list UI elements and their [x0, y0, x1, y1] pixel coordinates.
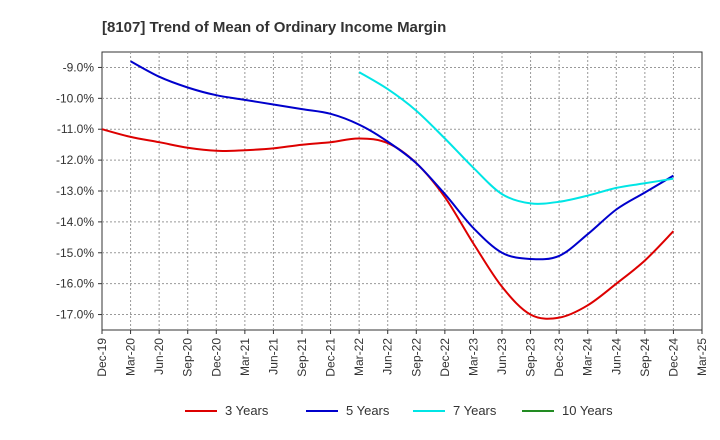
x-tick-label: Dec-24 [666, 338, 680, 377]
series-line-2 [358, 71, 674, 205]
y-tick-label: -16.0% [56, 277, 94, 291]
x-tick-label: Dec-20 [209, 338, 223, 377]
x-tick-label: Mar-21 [238, 338, 252, 376]
chart-title: [8107] Trend of Mean of Ordinary Income … [102, 19, 446, 36]
y-tick-label: -10.0% [56, 91, 94, 105]
x-tick-label: Sep-23 [524, 338, 538, 377]
x-tick-label: Sep-24 [638, 338, 652, 377]
legend-label-3: 10 Years [562, 403, 613, 418]
series-lines [101, 60, 675, 320]
y-tick-label: -17.0% [56, 308, 94, 322]
x-tick-label: Jun-23 [495, 338, 509, 375]
x-tick-label: Jun-20 [152, 338, 166, 375]
x-tick-label: Dec-19 [95, 338, 109, 377]
x-tick-label: Dec-23 [552, 338, 566, 377]
x-tick-label: Mar-24 [581, 338, 595, 376]
x-tick-label: Dec-21 [324, 338, 338, 377]
x-tick-label: Jun-21 [266, 338, 280, 375]
y-tick-label: -9.0% [63, 60, 95, 74]
y-tick-label: -12.0% [56, 153, 94, 167]
series-line-0 [101, 128, 675, 320]
y-tick-label: -11.0% [57, 122, 94, 136]
x-tick-label: Mar-23 [466, 338, 480, 376]
legend-label-2: 7 Years [453, 403, 497, 418]
y-tick-label: -15.0% [56, 246, 94, 260]
x-tick-label: Sep-22 [409, 338, 423, 377]
legend-label-0: 3 Years [225, 403, 269, 418]
x-tick-label: Sep-20 [181, 338, 195, 377]
series-line-1 [130, 60, 674, 261]
y-tick-label: -13.0% [56, 184, 94, 198]
x-tick-label: Mar-20 [124, 338, 138, 376]
x-tick-label: Jun-22 [381, 338, 395, 375]
y-tick-label: -14.0% [56, 215, 94, 229]
x-tick-label: Mar-25 [695, 338, 709, 376]
legend-label-1: 5 Years [346, 403, 390, 418]
x-tick-label: Dec-22 [438, 338, 452, 377]
legend: 3 Years 5 Years 7 Years 10 Years [185, 403, 613, 418]
x-tick-label: Jun-24 [609, 338, 623, 375]
x-tick-label: Sep-21 [295, 338, 309, 377]
x-tick-label: Mar-22 [352, 338, 366, 376]
x-axis: Dec-19 Mar-20 Jun-20 Sep-20 Dec-20 Mar-21 Jun-… [95, 330, 709, 377]
y-axis: -9.0% -10.0% -11.0% -12.0% -13.0% -14.0% -15.0… [56, 60, 102, 322]
